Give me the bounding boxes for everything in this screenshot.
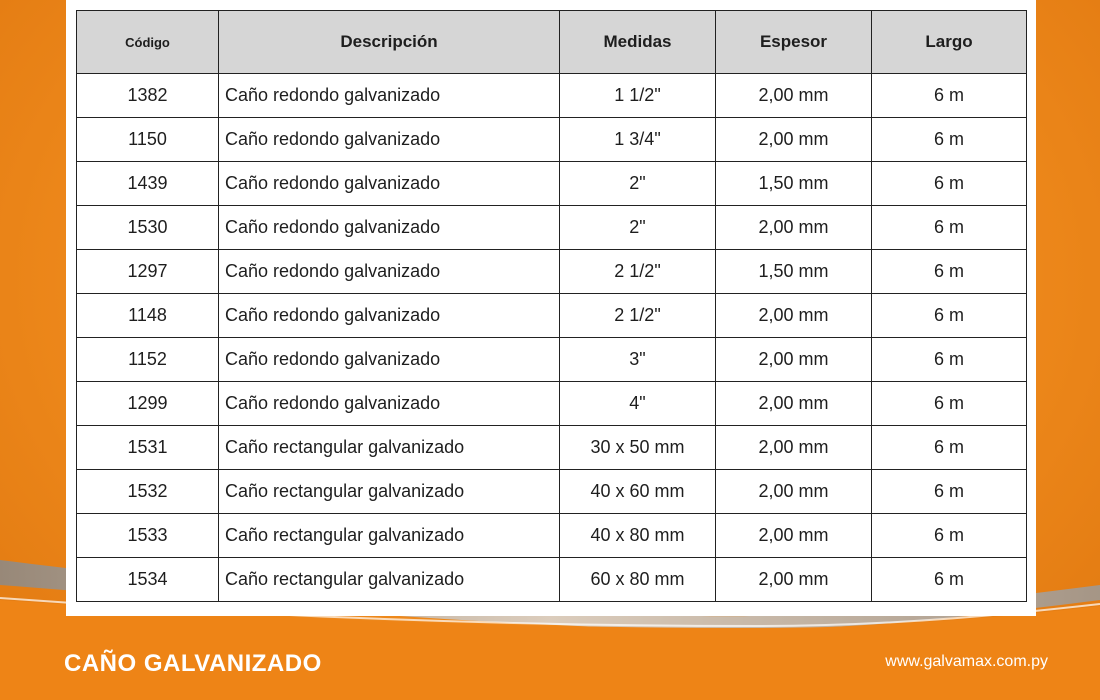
cell-descripcion: Caño redondo galvanizado (218, 337, 560, 382)
website-url[interactable]: www.galvamax.com.py (885, 653, 1048, 670)
cell-codigo: 1382 (76, 73, 219, 118)
cell-medidas: 2 1/2" (559, 293, 716, 338)
cell-codigo: 1532 (76, 469, 219, 514)
cell-largo: 6 m (871, 337, 1027, 382)
cell-medidas: 60 x 80 mm (559, 557, 716, 602)
cell-espesor: 2,00 mm (715, 73, 872, 118)
cell-largo: 6 m (871, 73, 1027, 118)
header-descripcion: Descripción (218, 10, 560, 74)
cell-espesor: 2,00 mm (715, 293, 872, 338)
table-row: 1148 Caño redondo galvanizado 2 1/2" 2,0… (76, 293, 1027, 338)
cell-espesor: 1,50 mm (715, 249, 872, 294)
cell-codigo: 1530 (76, 205, 219, 250)
cell-descripcion: Caño rectangular galvanizado (218, 557, 560, 602)
cell-medidas: 1 3/4" (559, 117, 716, 162)
cell-descripcion: Caño redondo galvanizado (218, 249, 560, 294)
table-row: 1382 Caño redondo galvanizado 1 1/2" 2,0… (76, 73, 1027, 118)
cell-descripcion: Caño rectangular galvanizado (218, 513, 560, 558)
table-row: 1299 Caño redondo galvanizado 4" 2,00 mm… (76, 381, 1027, 426)
cell-medidas: 2" (559, 161, 716, 206)
cell-medidas: 1 1/2" (559, 73, 716, 118)
cell-largo: 6 m (871, 513, 1027, 558)
cell-espesor: 2,00 mm (715, 469, 872, 514)
cell-medidas: 2" (559, 205, 716, 250)
cell-descripcion: Caño redondo galvanizado (218, 293, 560, 338)
cell-medidas: 2 1/2" (559, 249, 716, 294)
cell-descripcion: Caño redondo galvanizado (218, 73, 560, 118)
cell-largo: 6 m (871, 117, 1027, 162)
cell-largo: 6 m (871, 293, 1027, 338)
table-row: 1439 Caño redondo galvanizado 2" 1,50 mm… (76, 161, 1027, 206)
cell-codigo: 1297 (76, 249, 219, 294)
table-header-row: Código Descripción Medidas Espesor Largo (76, 10, 1027, 74)
cell-descripcion: Caño rectangular galvanizado (218, 469, 560, 514)
cell-codigo: 1534 (76, 557, 219, 602)
table-row: 1150 Caño redondo galvanizado 1 3/4" 2,0… (76, 117, 1027, 162)
cell-medidas: 4" (559, 381, 716, 426)
spec-table: Código Descripción Medidas Espesor Largo… (76, 10, 1027, 602)
cell-codigo: 1148 (76, 293, 219, 338)
header-largo: Largo (871, 10, 1027, 74)
cell-espesor: 2,00 mm (715, 425, 872, 470)
table-row: 1532 Caño rectangular galvanizado 40 x 6… (76, 469, 1027, 514)
table-row: 1534 Caño rectangular galvanizado 60 x 8… (76, 557, 1027, 602)
cell-descripcion: Caño redondo galvanizado (218, 161, 560, 206)
cell-descripcion: Caño redondo galvanizado (218, 117, 560, 162)
cell-espesor: 2,00 mm (715, 557, 872, 602)
table-row: 1152 Caño redondo galvanizado 3" 2,00 mm… (76, 337, 1027, 382)
cell-largo: 6 m (871, 557, 1027, 602)
cell-espesor: 2,00 mm (715, 117, 872, 162)
table-row: 1297 Caño redondo galvanizado 2 1/2" 1,5… (76, 249, 1027, 294)
cell-codigo: 1439 (76, 161, 219, 206)
cell-medidas: 40 x 60 mm (559, 469, 716, 514)
cell-largo: 6 m (871, 469, 1027, 514)
cell-descripcion: Caño rectangular galvanizado (218, 425, 560, 470)
cell-espesor: 2,00 mm (715, 205, 872, 250)
table-row: 1531 Caño rectangular galvanizado 30 x 5… (76, 425, 1027, 470)
cell-espesor: 1,50 mm (715, 161, 872, 206)
cell-largo: 6 m (871, 249, 1027, 294)
cell-largo: 6 m (871, 381, 1027, 426)
cell-espesor: 2,00 mm (715, 513, 872, 558)
cell-medidas: 40 x 80 mm (559, 513, 716, 558)
cell-largo: 6 m (871, 425, 1027, 470)
spec-card: Código Descripción Medidas Espesor Largo… (66, 0, 1036, 616)
cell-largo: 6 m (871, 205, 1027, 250)
table-row: 1533 Caño rectangular galvanizado 40 x 8… (76, 513, 1027, 558)
cell-largo: 6 m (871, 161, 1027, 206)
cell-espesor: 2,00 mm (715, 381, 872, 426)
cell-codigo: 1533 (76, 513, 219, 558)
cell-codigo: 1152 (76, 337, 219, 382)
cell-espesor: 2,00 mm (715, 337, 872, 382)
cell-descripcion: Caño redondo galvanizado (218, 381, 560, 426)
header-medidas: Medidas (559, 10, 716, 74)
footer-title: CAÑO GALVANIZADO (64, 650, 322, 677)
cell-codigo: 1150 (76, 117, 219, 162)
table-row: 1530 Caño redondo galvanizado 2" 2,00 mm… (76, 205, 1027, 250)
header-espesor: Espesor (715, 10, 872, 74)
header-codigo: Código (76, 10, 219, 74)
cell-codigo: 1531 (76, 425, 219, 470)
cell-codigo: 1299 (76, 381, 219, 426)
cell-medidas: 30 x 50 mm (559, 425, 716, 470)
cell-descripcion: Caño redondo galvanizado (218, 205, 560, 250)
cell-medidas: 3" (559, 337, 716, 382)
